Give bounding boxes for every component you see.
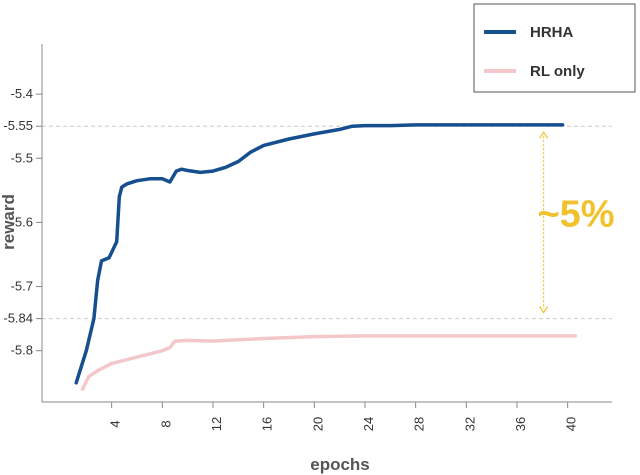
y-ticks: -5.4 -5.55 -5.5 -5.6 -5.7 -5.84 -5.8 bbox=[3, 86, 42, 358]
gap-annotation: ~5% bbox=[537, 131, 615, 314]
y-tick-label: -5.4 bbox=[11, 86, 33, 101]
x-tick-label: 32 bbox=[462, 417, 477, 431]
x-axis-title: epochs bbox=[310, 455, 370, 474]
x-tick-label: 16 bbox=[260, 417, 275, 431]
x-tick-label: 28 bbox=[412, 417, 427, 431]
y-tick-label: -5.5 bbox=[11, 150, 33, 165]
y-axis-title: reward bbox=[0, 194, 18, 250]
series-group bbox=[74, 123, 578, 391]
y-axis: -5.4 -5.55 -5.5 -5.6 -5.7 -5.84 -5.8 bbox=[3, 44, 43, 402]
x-axis: 4 8 12 16 20 24 28 32 36 40 bbox=[42, 401, 612, 431]
reference-lines bbox=[42, 125, 612, 320]
legend-label-rl-only: RL only bbox=[530, 63, 585, 80]
y-tick-label: -5.6 bbox=[11, 214, 33, 229]
legend-label-hrha: HRHA bbox=[530, 24, 573, 41]
x-tick-label: 20 bbox=[310, 417, 325, 431]
x-tick-label: 4 bbox=[108, 420, 123, 427]
legend: HRHA RL only bbox=[473, 3, 636, 93]
x-ticks: 4 8 12 16 20 24 28 32 36 40 bbox=[108, 402, 579, 431]
y-tick-label: -5.84 bbox=[3, 311, 33, 326]
y-tick-label: -5.55 bbox=[3, 118, 33, 133]
series-line-hrha bbox=[74, 123, 565, 385]
gap-arrow-head-bottom bbox=[539, 306, 549, 314]
y-tick-label: -5.8 bbox=[11, 343, 33, 358]
x-tick-label: 8 bbox=[158, 420, 173, 427]
gap-annotation-label: ~5% bbox=[537, 193, 614, 235]
x-tick-label: 24 bbox=[361, 417, 376, 431]
y-tick-label: -5.7 bbox=[11, 279, 33, 294]
x-tick-label: 40 bbox=[564, 417, 579, 431]
legend-box bbox=[473, 3, 636, 93]
x-tick-label: 12 bbox=[209, 417, 224, 431]
gap-arrow-head-top bbox=[539, 131, 549, 139]
series-line-rl-only bbox=[80, 334, 578, 391]
x-tick-label: 36 bbox=[513, 417, 528, 431]
